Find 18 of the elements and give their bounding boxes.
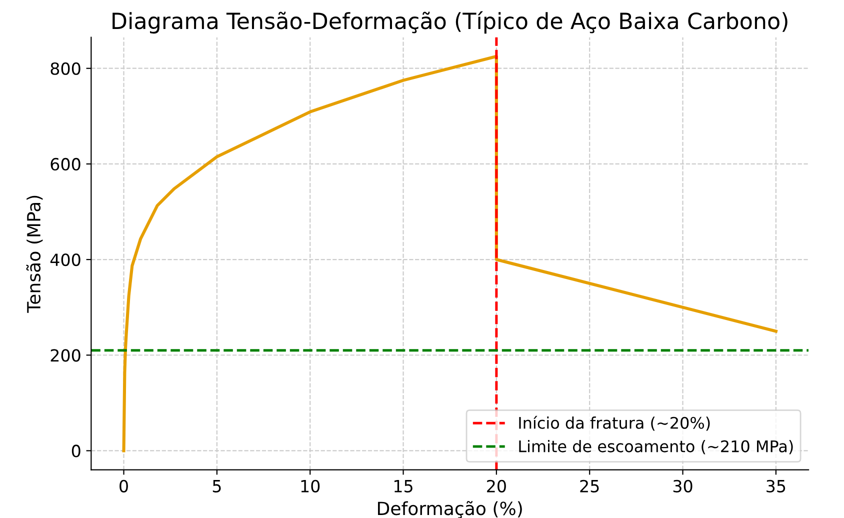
y-tick-label: 800 xyxy=(50,62,80,75)
x-tick-label: 30 xyxy=(673,480,692,492)
y-axis-title: Tensão (MPa) xyxy=(26,196,43,313)
legend-label: Limite de escoamento (~210 MPa) xyxy=(519,440,793,454)
chart-title: Diagrama Tensão-Deformação (Típico de Aço Baixa Carbono) xyxy=(112,11,788,34)
x-tick-label: 10 xyxy=(301,480,320,492)
x-axis-title: Deformação (%) xyxy=(378,500,522,518)
ref-line-label: Início da fratura (~20%) xyxy=(519,416,710,431)
x-tick-label: 15 xyxy=(394,480,412,492)
x-tick-label: 0 xyxy=(120,480,128,492)
x-tick-label: 25 xyxy=(580,480,599,492)
x-tick-label: 20 xyxy=(487,480,506,492)
y-tick-label: 600 xyxy=(50,158,80,171)
x-tick-label: 5 xyxy=(212,480,221,492)
y-tick-label: 400 xyxy=(50,253,80,266)
x-tick-label: 35 xyxy=(766,480,786,492)
y-tick-label: 200 xyxy=(50,349,80,362)
y-tick-label: 0 xyxy=(72,444,80,458)
